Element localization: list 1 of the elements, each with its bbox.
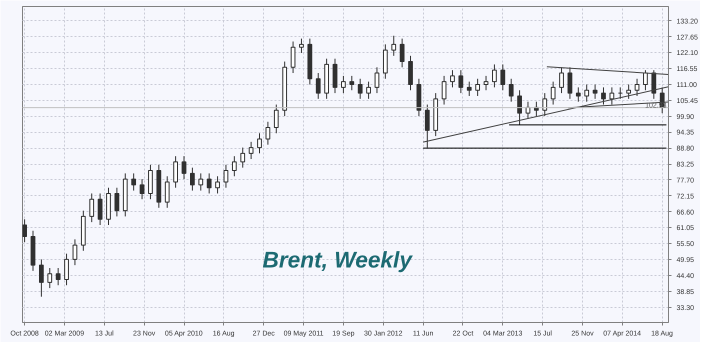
text: Brent, Weekly — [262, 246, 414, 272]
